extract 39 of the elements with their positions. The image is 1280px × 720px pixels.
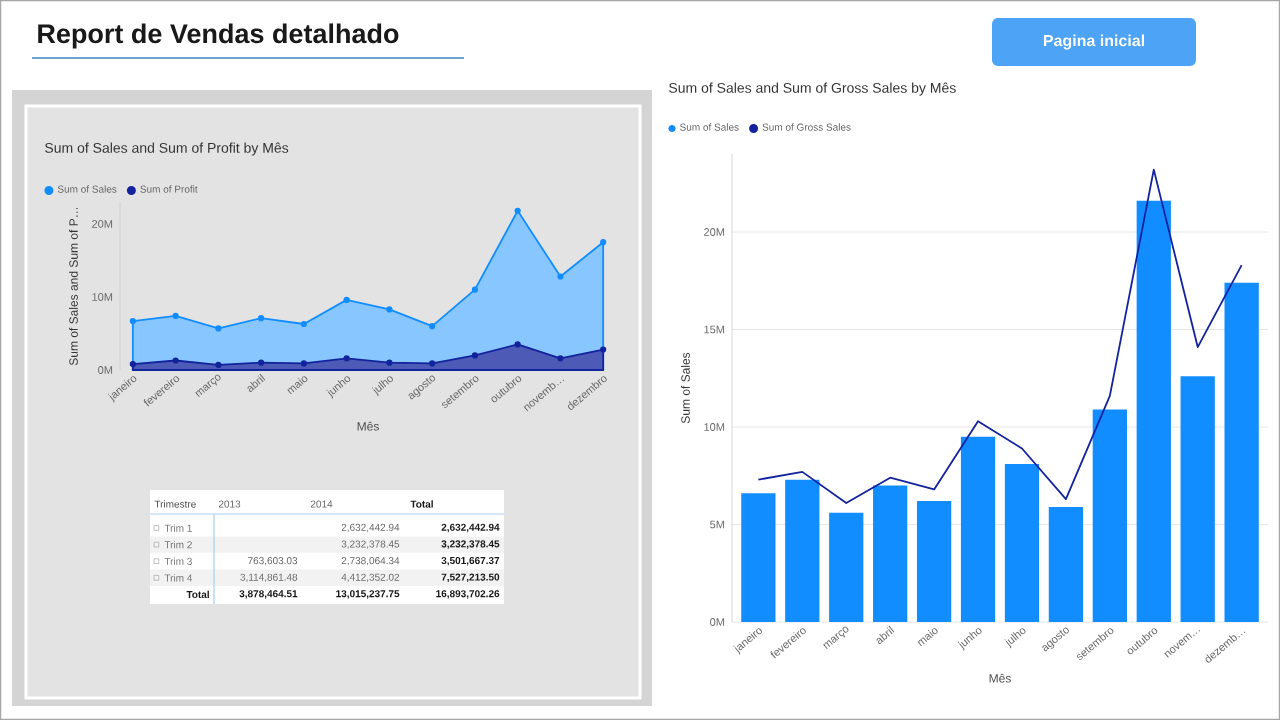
point <box>429 360 436 367</box>
point <box>258 359 265 366</box>
bar <box>873 485 908 623</box>
bar <box>916 501 952 623</box>
line-series <box>757 168 1243 504</box>
bar <box>741 493 776 623</box>
point <box>215 325 222 332</box>
point <box>300 320 307 328</box>
text: Pagina inicial <box>1043 34 1145 50</box>
point <box>557 355 564 362</box>
point <box>172 357 179 364</box>
point <box>343 296 350 303</box>
point <box>343 355 350 362</box>
point <box>471 352 478 359</box>
point <box>258 315 265 322</box>
text: Report de Vendas detalhado <box>38 23 399 49</box>
point <box>386 359 393 366</box>
bar <box>1004 464 1040 623</box>
bar <box>1180 376 1215 623</box>
bar <box>960 436 996 623</box>
point <box>557 273 564 280</box>
point <box>386 306 393 313</box>
bar <box>829 512 864 623</box>
point <box>129 361 136 368</box>
point <box>600 239 607 246</box>
point <box>600 346 607 353</box>
point <box>129 317 136 325</box>
point <box>215 361 222 368</box>
bar <box>1136 200 1171 623</box>
bar <box>1224 282 1259 623</box>
bar <box>785 479 820 623</box>
point <box>514 207 521 214</box>
point <box>429 323 436 330</box>
bar <box>1048 506 1084 623</box>
point <box>300 360 307 367</box>
point <box>471 286 478 293</box>
point <box>514 341 521 348</box>
bar <box>1092 409 1127 623</box>
point <box>172 312 179 320</box>
